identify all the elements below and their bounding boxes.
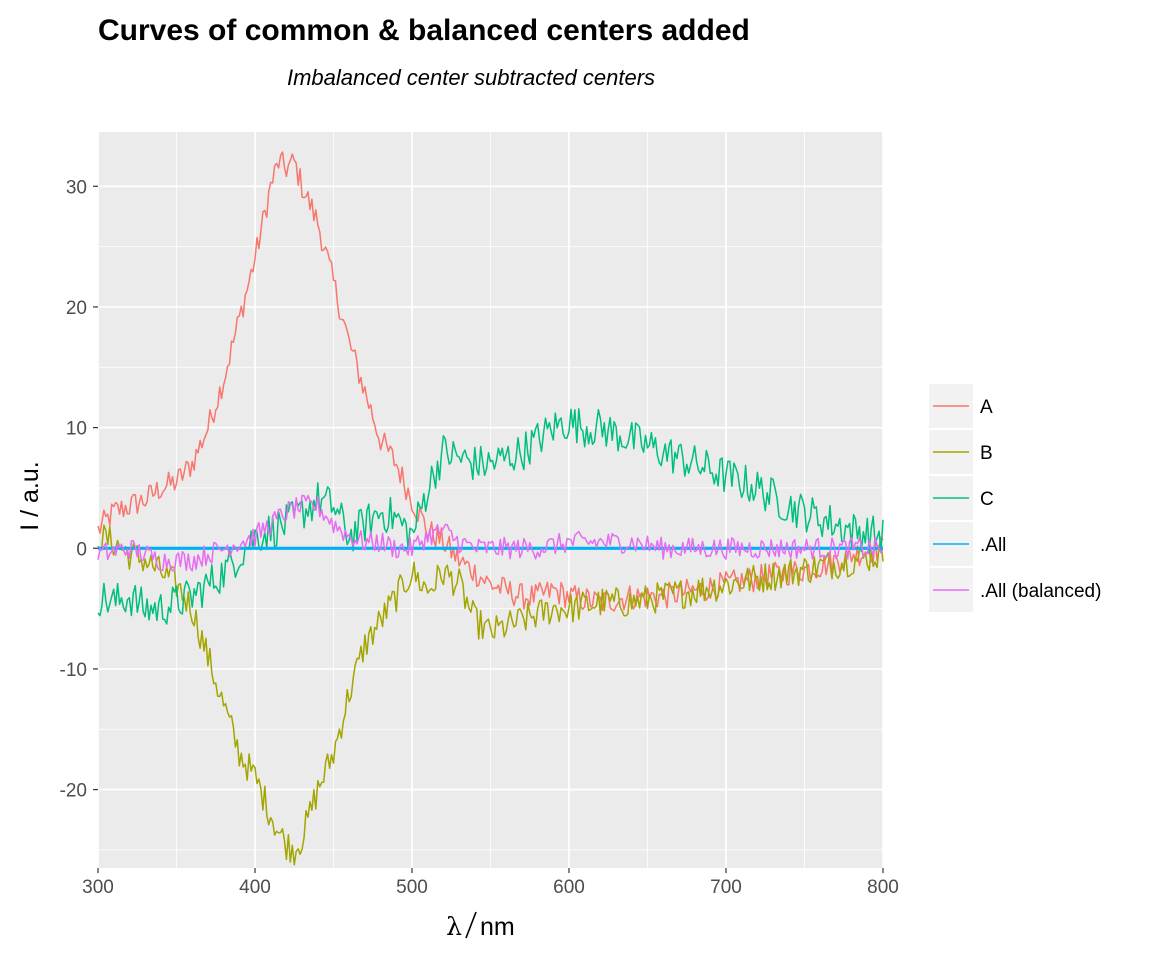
- y-tick-label: 0: [76, 539, 87, 560]
- chart-subtitle: Imbalanced center subtracted centers: [287, 65, 655, 90]
- x-axis-title: λ nm: [446, 911, 515, 941]
- x-tick-label: 300: [82, 877, 114, 898]
- legend-label-all: .All: [980, 535, 1006, 556]
- y-tick-label: 10: [66, 419, 87, 440]
- data-series: [97, 151, 884, 866]
- x-tick-label: 400: [239, 877, 271, 898]
- legend-label-b: B: [980, 443, 993, 464]
- series-line-a: [97, 151, 884, 612]
- x-tick-label: 600: [553, 877, 585, 898]
- y-tick-label: -20: [60, 781, 87, 802]
- chart-title: Curves of common & balanced centers adde…: [98, 14, 750, 47]
- x-tick-label: 800: [867, 877, 899, 898]
- x-axis-symbol: λ: [446, 912, 462, 941]
- legend-label-c: C: [980, 489, 994, 510]
- y-tick-label: -10: [60, 660, 87, 681]
- y-tick-label: 30: [66, 177, 87, 198]
- x-tick-label: 500: [396, 877, 428, 898]
- y-tick-label: 20: [66, 298, 87, 319]
- legend-label-all-balanced: .All (balanced): [980, 581, 1101, 602]
- y-axis-title: I / a.u.: [16, 461, 44, 530]
- x-tick-label: 700: [710, 877, 742, 898]
- legend: A B C .All .All (balanced): [929, 384, 1101, 612]
- series-line-b: [97, 524, 884, 866]
- legend-label-a: A: [980, 397, 993, 418]
- x-axis-unit: nm: [480, 913, 515, 941]
- series-line-all-balanced: [97, 494, 884, 572]
- axis-ticks: 300 400 500 600 700 800 -20 -10 0 10 20 30: [60, 177, 899, 898]
- x-axis-slash: [465, 911, 477, 939]
